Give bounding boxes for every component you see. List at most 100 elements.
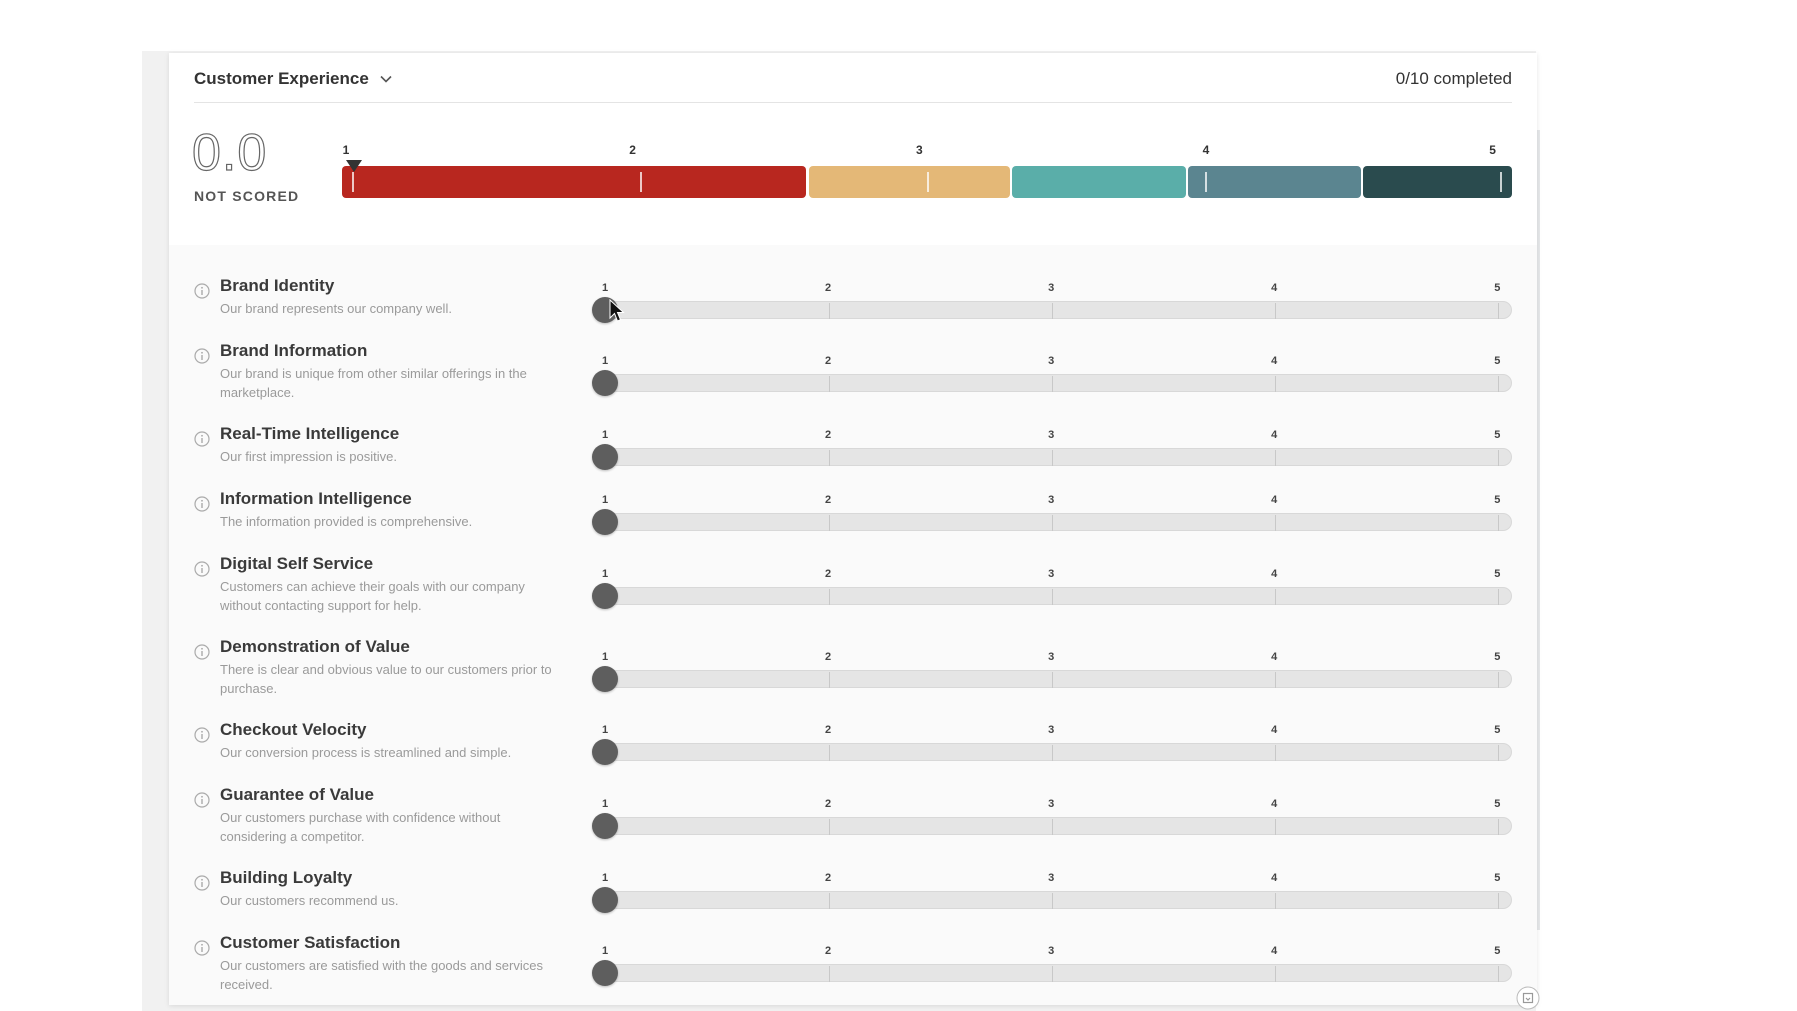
slider-scale-number: 2 [825,945,832,957]
criterion-description: Customers can achieve their goals with o… [220,579,525,613]
criterion-description: Our customers purchase with confidence w… [220,810,501,844]
slider-scale-number: 4 [1271,651,1278,663]
slider-scale-number: 1 [601,872,609,884]
criterion-title: Checkout Velocity [220,720,367,739]
info-icon[interactable] [194,940,210,956]
slider-thumb[interactable] [592,444,619,470]
slider-scale-number: 1 [601,798,609,810]
rating-slider[interactable]: 1 2 3 4 5 [592,429,1514,477]
slider-track[interactable] [594,817,1512,835]
rating-slider[interactable]: 1 2 3 4 5 [592,282,1514,330]
slider-track[interactable] [594,587,1512,605]
slider-scale-number: 2 [825,872,832,884]
slider-tick [829,745,831,761]
slider-tick [1498,515,1500,531]
slider-scale-number: 1 [601,429,609,441]
criterion-title: Brand Identity [220,276,335,295]
slider-track[interactable] [594,374,1512,392]
scale-segment [1012,166,1186,198]
slider-thumb[interactable] [592,583,619,609]
score-pointer-icon [346,160,362,172]
rating-slider[interactable]: 1 2 3 4 5 [592,872,1514,920]
slider-track[interactable] [594,448,1512,466]
criterion-title: Brand Information [220,341,368,360]
expand-icon[interactable] [1516,986,1540,1010]
slider-scale-number: 4 [1271,429,1278,441]
slider-tick [1498,745,1500,761]
slider-track[interactable] [594,513,1512,531]
info-icon[interactable] [194,875,210,891]
slider-track[interactable] [594,670,1512,688]
slider-tick [1275,672,1277,688]
rating-slider[interactable]: 1 2 3 4 5 [592,651,1514,699]
slider-scale-number: 3 [1048,355,1055,367]
scorecard-header: Customer Experience 0/10 completed 0.0 N… [169,53,1537,245]
rating-slider[interactable]: 1 2 3 4 5 [592,568,1514,616]
info-icon[interactable] [194,348,210,364]
slider-track[interactable] [594,964,1512,982]
scale-tick [1205,172,1208,192]
scale-tick [640,172,643,192]
slider-scale-number: 1 [601,568,609,580]
slider-scale-number: 3 [1048,945,1055,957]
slider-thumb[interactable] [592,739,619,765]
criterion-title: Building Loyalty [220,868,353,887]
rating-slider[interactable]: 1 2 3 4 5 [592,355,1514,403]
info-icon[interactable] [194,644,210,660]
slider-tick [829,672,831,688]
slider-scale-number: 2 [825,798,832,810]
slider-tick [1052,450,1054,466]
info-icon[interactable] [194,431,210,447]
scale-segment [342,166,807,198]
slider-track[interactable] [594,743,1512,761]
slider-thumb[interactable] [592,509,619,535]
slider-track[interactable] [594,891,1512,909]
slider-thumb[interactable] [592,813,619,839]
section-dropdown[interactable]: Customer Experience [194,65,393,93]
info-icon[interactable] [194,792,210,808]
scale-tick [927,172,929,192]
slider-tick [1052,819,1054,835]
scale-segment [1187,166,1362,198]
slider-tick [829,303,831,319]
slider-tick [1275,376,1277,392]
slider-scale-number: 4 [1271,282,1278,294]
slider-thumb[interactable] [592,666,619,692]
info-icon[interactable] [194,496,210,512]
criterion-title: Customer Satisfaction [220,933,401,952]
info-icon[interactable] [194,283,210,299]
criterion-description: The information provided is comprehensiv… [220,514,473,529]
slider-scale-number: 4 [1271,798,1278,810]
criterion-title: Demonstration of Value [220,637,410,656]
overall-scale-bar [342,166,1512,198]
criterion-description: Our customers recommend us. [220,893,399,908]
slider-thumb[interactable] [592,297,619,323]
slider-thumb[interactable] [592,887,619,913]
rating-slider[interactable]: 1 2 3 4 5 [592,945,1514,993]
slider-tick [1052,515,1054,531]
rating-slider[interactable]: 1 2 3 4 5 [592,494,1514,542]
slider-scale-number: 5 [1494,494,1501,506]
slider-tick [1498,893,1500,909]
slider-scale-number: 3 [1048,872,1055,884]
slider-scale-number: 2 [825,494,832,506]
slider-scale-number: 1 [601,945,609,957]
criterion-description: Our brand represents our company well. [220,301,452,316]
slider-thumb[interactable] [592,370,619,396]
rating-slider[interactable]: 1 2 3 4 5 [592,798,1514,846]
info-icon[interactable] [194,561,210,577]
slider-scale-number: 4 [1271,494,1278,506]
slider-tick [1498,966,1500,982]
info-icon[interactable] [194,727,210,743]
rating-slider[interactable]: 1 2 3 4 5 [592,724,1514,772]
slider-track[interactable] [594,301,1512,319]
slider-tick [1498,672,1500,688]
scale-segment [1363,166,1512,198]
slider-tick [1498,303,1500,319]
slider-thumb[interactable] [592,960,619,986]
criterion-description: Our conversion process is streamlined an… [220,745,512,760]
slider-tick [1498,589,1500,605]
slider-scale-number: 2 [825,568,832,580]
scale-number: 3 [915,143,923,157]
slider-tick [829,515,831,531]
